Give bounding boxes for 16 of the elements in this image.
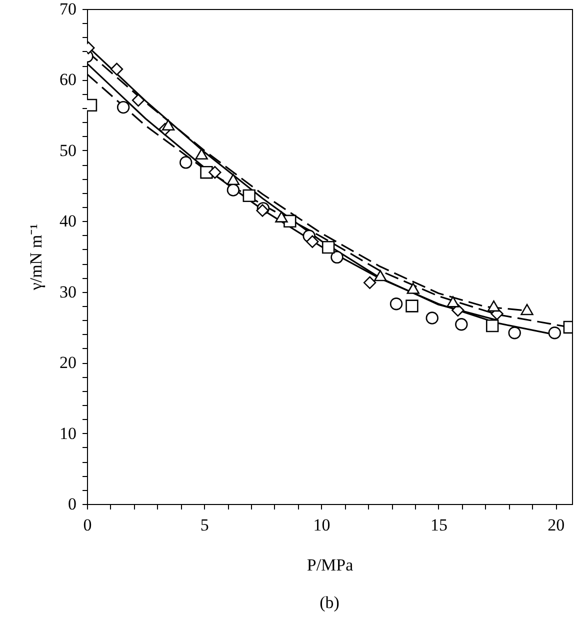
x-axis-title: P/MPa (306, 556, 354, 574)
y-tick-label: 60 (60, 70, 76, 90)
x-tick-label: 5 (200, 516, 209, 534)
y-tick-label: 0 (68, 494, 76, 514)
text: (b) (320, 593, 340, 612)
y-tick-label: 40 (60, 212, 76, 231)
y-tick-label: 10 (60, 424, 76, 443)
y-tick-label: 50 (60, 140, 76, 160)
x-tick-label: 10 (313, 516, 330, 534)
y-axis-title: γ/mN m⁻¹ (26, 224, 46, 292)
x-tick-label: 15 (430, 516, 448, 534)
y-tick-label: 20 (60, 353, 76, 372)
x-tick-label: 0 (83, 516, 92, 534)
y-tick-label: 30 (60, 282, 76, 302)
y-tick-label: 70 (60, 0, 76, 18)
x-tick-label: 20 (548, 516, 565, 534)
